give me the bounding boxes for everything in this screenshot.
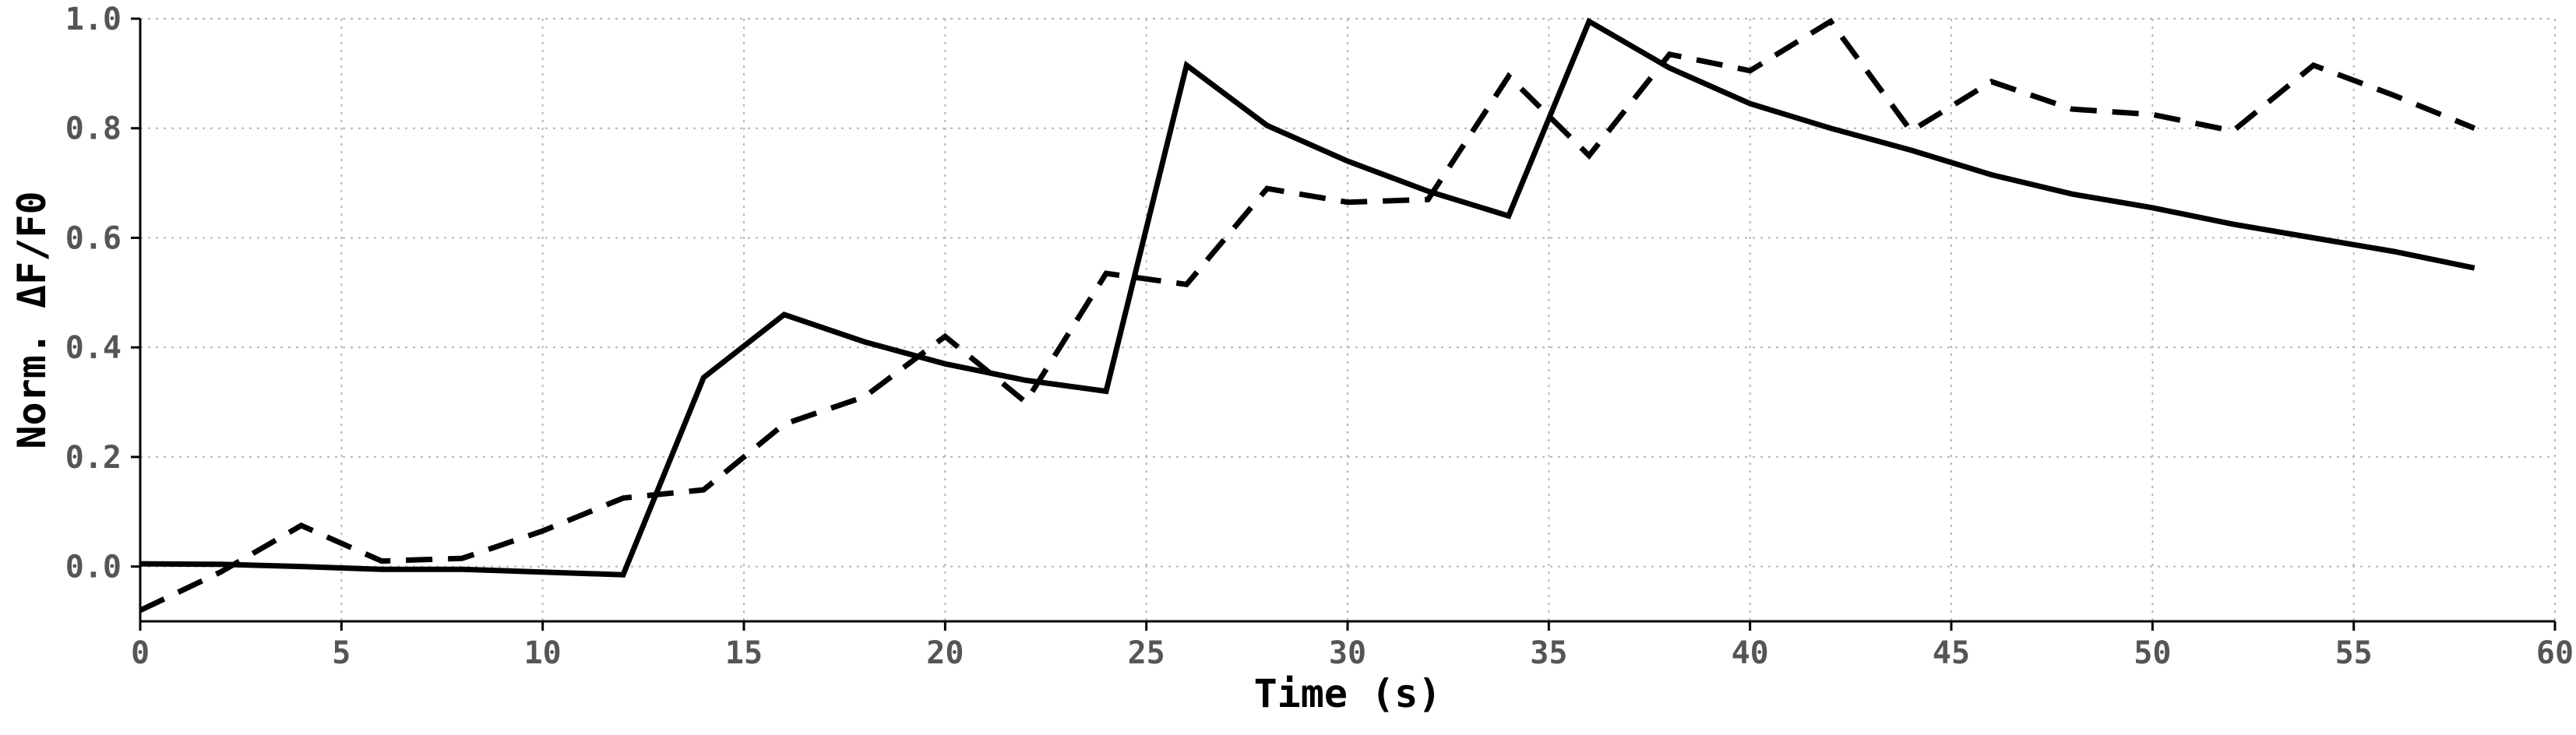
x-tick-label: 45 xyxy=(1933,635,1970,671)
x-axis-label: Time (s) xyxy=(1254,671,1442,716)
y-tick-label: 1.0 xyxy=(65,2,122,37)
x-tick-label: 35 xyxy=(1530,635,1567,671)
x-tick-label: 20 xyxy=(926,635,964,671)
y-tick-label: 0.8 xyxy=(65,111,122,147)
x-tick-label: 0 xyxy=(131,635,150,671)
ticks: 0 5 10 15 20 25 30 35 40 45 50 55 60 0.0 0.2 0.4 0.6 0.8 1… xyxy=(65,2,2574,671)
x-tick-label: 60 xyxy=(2536,635,2574,671)
x-tick-label: 40 xyxy=(1732,635,1769,671)
y-tick-label: 0.4 xyxy=(65,330,122,366)
grid xyxy=(140,18,2556,621)
x-tick-label: 15 xyxy=(725,635,763,671)
x-tick-label: 25 xyxy=(1128,635,1165,671)
x-tick-label: 30 xyxy=(1329,635,1366,671)
y-tick-label: 0.6 xyxy=(65,220,122,256)
axes xyxy=(139,19,2555,623)
x-tick-label: 50 xyxy=(2134,635,2171,671)
x-tick-label: 55 xyxy=(2335,635,2373,671)
y-axis-label: Norm. ΔF/F0 xyxy=(9,191,55,448)
dashed-series-line xyxy=(139,17,2476,614)
x-tick-label: 5 xyxy=(332,635,351,671)
solid-series-line xyxy=(139,17,2476,578)
y-tick-label: 0.0 xyxy=(65,550,122,586)
series-layer xyxy=(139,17,2476,614)
x-tick-label: 10 xyxy=(524,635,562,671)
y-tick-label: 0.2 xyxy=(65,440,122,476)
